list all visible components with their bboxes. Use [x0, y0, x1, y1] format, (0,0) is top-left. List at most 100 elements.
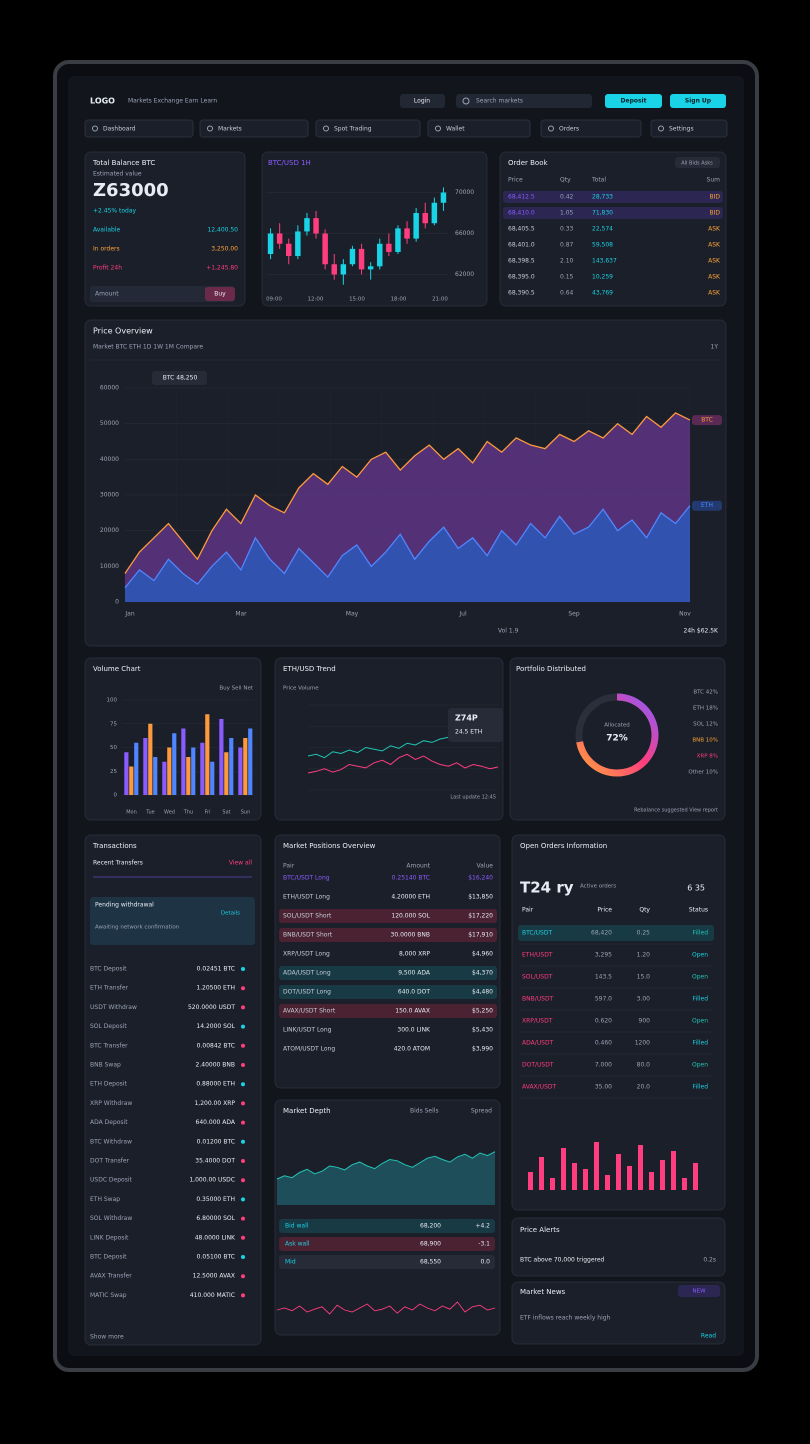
label: ATOM/USDT Long	[283, 1046, 335, 1053]
login-button[interactable]	[400, 94, 445, 108]
y-tick-label: 0	[114, 793, 118, 799]
label: 420.0 ATOM	[394, 1046, 430, 1053]
bar	[167, 747, 172, 795]
label: BNB Swap	[90, 1062, 121, 1069]
status-dot	[241, 1274, 245, 1279]
x-tick-label: Jan	[124, 611, 134, 618]
nav-icon	[658, 125, 664, 132]
label: 2.10	[560, 258, 574, 265]
label: ETH Transfer	[90, 985, 129, 992]
bar	[153, 757, 158, 795]
line	[307, 753, 499, 774]
label: DOT/USDT Long	[283, 989, 331, 996]
candle-body	[340, 264, 347, 275]
label: Market BTC ETH 1D 1W 1M Compare	[93, 344, 203, 351]
label: 59,508	[592, 242, 613, 249]
label[interactable]: View all	[229, 860, 252, 867]
panel	[84, 151, 246, 307]
line	[276, 1151, 496, 1180]
row-highlight	[279, 928, 497, 942]
donut-arc	[575, 693, 659, 777]
label[interactable]: Read	[701, 1333, 716, 1340]
label: 0.35000 ETH	[196, 1196, 235, 1203]
status-dot	[241, 1235, 245, 1240]
label: AVAX Transfer	[90, 1273, 132, 1280]
price-tag	[692, 415, 722, 426]
label: 68,900	[420, 1241, 441, 1248]
label: 1,000.00 USDC	[189, 1177, 235, 1184]
candle-body	[304, 218, 310, 232]
label: 15.0	[637, 974, 651, 981]
label: ETH Deposit	[90, 1081, 127, 1088]
y-tick-label: 25	[110, 769, 117, 775]
label: 0.620	[595, 1018, 612, 1025]
label: Details	[221, 911, 240, 917]
status-dot	[241, 1082, 245, 1087]
candle-body	[331, 264, 337, 275]
label: 520.0000 USDT	[188, 1004, 235, 1011]
bar	[148, 723, 153, 795]
label: 35.00	[595, 1084, 612, 1091]
label: 143,637	[592, 258, 617, 265]
label: 24h $62.5K	[684, 628, 720, 635]
nav-tab[interactable]	[650, 119, 728, 138]
y-tick-label: 50000	[100, 420, 119, 427]
cta-button[interactable]	[605, 94, 662, 108]
candle-body	[295, 231, 301, 257]
label: $4,960	[472, 951, 493, 958]
buy-button[interactable]	[205, 287, 235, 301]
nav-tab[interactable]	[199, 119, 309, 138]
nav-tab[interactable]	[84, 119, 194, 138]
label: Open Orders Information	[520, 842, 607, 850]
bar	[224, 752, 229, 795]
label: Amount	[406, 863, 430, 870]
line	[276, 1301, 496, 1315]
candle-body	[276, 233, 283, 244]
bar	[605, 1175, 610, 1190]
label: 68,420	[591, 930, 612, 937]
label: BNB/USDT	[522, 996, 554, 1003]
label: 68,410.0	[508, 210, 535, 217]
candle-body	[367, 266, 374, 270]
label: 3,295	[595, 952, 612, 959]
label: 43,769	[592, 290, 613, 297]
x-tick-label: Tue	[145, 810, 155, 816]
status-dot	[241, 1024, 245, 1029]
label: 0.42	[560, 194, 574, 201]
y-tick-label: 20000	[100, 527, 119, 534]
label: 6.80000 SOL	[196, 1215, 235, 1222]
label: 0.01200 BTC	[197, 1138, 235, 1145]
label: 30.0000 BNB	[391, 932, 430, 939]
candle-body	[349, 248, 356, 265]
label: ADA/USDT Long	[283, 970, 331, 977]
bar	[594, 1142, 599, 1190]
label: $5,250	[472, 1008, 493, 1015]
label: Bids Sells	[410, 1108, 439, 1115]
label: MATIC Swap	[90, 1292, 127, 1299]
cta-button[interactable]	[670, 94, 726, 108]
label: Search markets	[476, 98, 523, 105]
nav-tab[interactable]	[540, 119, 642, 138]
status-dot	[241, 986, 245, 991]
label: Ask wall	[285, 1241, 310, 1248]
label: DOT/USDT	[522, 1062, 554, 1069]
panel	[511, 1281, 726, 1345]
panel	[261, 151, 488, 307]
nav-tab[interactable]	[427, 119, 531, 138]
label: All Bids Asks	[681, 161, 713, 167]
label: Active orders	[580, 884, 616, 890]
line	[124, 412, 691, 574]
label: 640.0 DOT	[398, 989, 430, 996]
search-box[interactable]	[456, 94, 592, 108]
label: DOT Transfer	[90, 1158, 130, 1165]
label: Price	[508, 177, 523, 184]
label: USDC Deposit	[90, 1177, 133, 1184]
label: Awaiting network confirmation	[95, 925, 180, 931]
row-highlight	[279, 966, 497, 980]
label: BTC 48,250	[163, 375, 198, 382]
y-tick-label: 50	[110, 745, 117, 751]
label: AVAX/USDT	[522, 1084, 556, 1091]
nav-tab[interactable]	[315, 119, 421, 138]
label: 22,574	[592, 226, 613, 233]
label: XRP Withdraw	[90, 1100, 132, 1107]
